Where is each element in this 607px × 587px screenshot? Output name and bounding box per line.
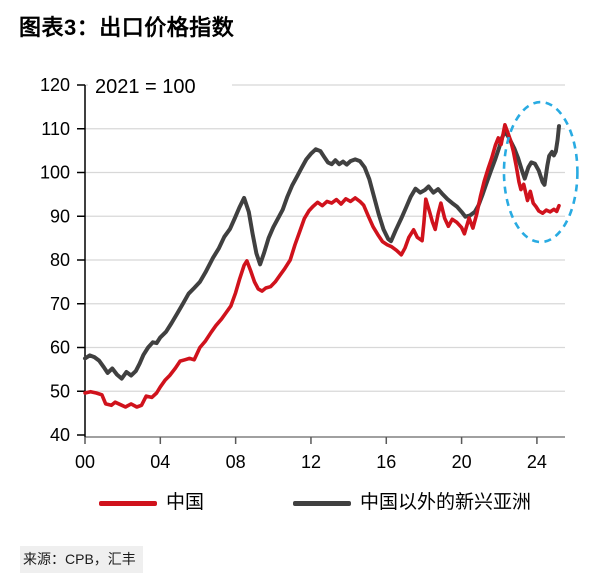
export-price-index-chart: 00 04 08 12 16 20 24 40 50 60 70 80 90 100 110 120 2021 … <box>40 73 579 472</box>
index-base-annotation: 2021 = 100 <box>95 76 196 98</box>
series-line-0 <box>83 124 561 381</box>
legend-label-em-asia: 中国以外的新兴亚洲 <box>360 492 532 513</box>
legend-item-em-asia-ex-china: 中国以外的新兴亚洲 <box>293 489 531 517</box>
series-line-1 <box>83 123 561 409</box>
legend-item-china: 中国 <box>99 489 204 517</box>
highlight-ellipse <box>502 100 579 244</box>
x-tick-label-12: 12 <box>301 452 321 472</box>
y-tick-label-90: 90 <box>50 206 70 226</box>
x-tick-label-00: 00 <box>75 452 95 472</box>
y-tick-label-100: 100 <box>40 163 70 183</box>
y-tick-label-80: 80 <box>50 250 70 270</box>
em-asia-line-swatch <box>293 500 351 506</box>
x-tick-label-16: 16 <box>376 452 396 472</box>
china-line-swatch <box>99 500 157 506</box>
y-tick-label-70: 70 <box>50 294 70 314</box>
legend: 中国 中国以外的新兴亚洲 <box>0 489 607 517</box>
x-tick-label-08: 08 <box>226 452 246 472</box>
chart-title: 图表3：出口价格指数 <box>19 15 235 40</box>
y-tick-label-40: 40 <box>50 425 70 445</box>
y-tick-label-120: 120 <box>40 75 70 95</box>
source-note: 来源：CPB，汇丰 <box>20 546 143 573</box>
y-tick-label-60: 60 <box>50 338 70 358</box>
x-tick-label-24: 24 <box>527 452 547 472</box>
y-tick-label-50: 50 <box>50 381 70 401</box>
y-tick-label-110: 110 <box>41 119 70 139</box>
x-tick-label-04: 04 <box>150 452 170 472</box>
annotation-backing <box>88 73 232 98</box>
legend-label-china: 中国 <box>166 492 205 513</box>
x-tick-label-20: 20 <box>452 452 472 472</box>
